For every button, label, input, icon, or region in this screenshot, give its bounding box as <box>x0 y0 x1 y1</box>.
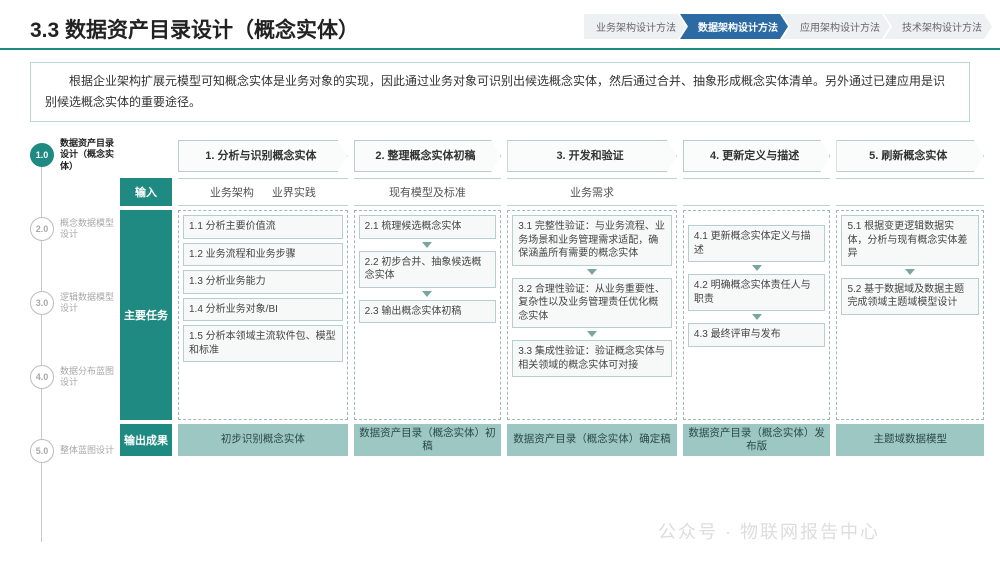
stage-columns: 1. 分析与识别概念实体 业务架构 业界实践 1.1 分析主要价值流 1.2 业… <box>178 140 984 552</box>
breadcrumb-chevrons: 业务架构设计方法 数据架构设计方法 应用架构设计方法 技术架构设计方法 <box>590 14 992 39</box>
crumb-tech[interactable]: 技术架构设计方法 <box>884 14 992 39</box>
row-label-column: 输入 主要任务 输出成果 <box>120 178 172 552</box>
input-value: 业务架构 <box>210 184 254 200</box>
arrow-down-icon <box>422 242 432 248</box>
intro-paragraph: 根据企业架构扩展元模型可知概念实体是业务对象的实现，因此通过业务对象可识别出候选… <box>30 62 970 122</box>
task-box: 1.2 业务流程和业务步骤 <box>183 243 343 267</box>
stage-1-output: 初步识别概念实体 <box>178 424 348 456</box>
task-box: 4.2 明确概念实体责任人与职责 <box>688 274 826 311</box>
task-box: 1.5 分析本领域主流软件包、模型和标准 <box>183 325 343 362</box>
page-title: 3.3 数据资产目录设计（概念实体） <box>30 14 359 44</box>
timeline-item-1[interactable]: 1.0 数据资产目录设计（概念实体） <box>30 140 120 170</box>
stage-2-tasks: 2.1 梳理候选概念实体 2.2 初步合并、抽象候选概念实体 2.3 输出概念实… <box>354 210 502 420</box>
timeline-label: 数据资产目录设计（概念实体） <box>60 138 115 172</box>
stage-1: 1. 分析与识别概念实体 业务架构 业界实践 1.1 分析主要价值流 1.2 业… <box>178 140 348 552</box>
stage-4-inputs <box>683 178 831 206</box>
stage-1-inputs: 业务架构 业界实践 <box>178 178 348 206</box>
stage-5-inputs <box>836 178 984 206</box>
task-box: 2.1 梳理候选概念实体 <box>359 215 497 239</box>
timeline-label: 逻辑数据模型设计 <box>60 292 115 315</box>
task-box: 1.4 分析业务对象/BI <box>183 298 343 322</box>
timeline-label: 整体蓝图设计 <box>60 445 115 456</box>
task-box: 3.3 集成性验证：验证概念实体与相关领域的概念实体可对接 <box>512 340 672 377</box>
stage-2-inputs: 现有模型及标准 <box>354 178 502 206</box>
input-value: 业界实践 <box>272 184 316 200</box>
row-label-tasks: 主要任务 <box>120 210 172 420</box>
task-box: 2.2 初步合并、抽象候选概念实体 <box>359 251 497 288</box>
arrow-down-icon <box>752 314 762 320</box>
stage-3: 3. 开发和验证 业务需求 3.1 完整性验证：与业务流程、业务场景和业务管理需… <box>507 140 677 552</box>
timeline-item-2[interactable]: 2.0 概念数据模型设计 <box>30 214 120 244</box>
arrow-down-icon <box>587 331 597 337</box>
stage-2-output: 数据资产目录（概念实体）初稿 <box>354 424 502 456</box>
crumb-data[interactable]: 数据架构设计方法 <box>680 14 788 39</box>
timeline-dot: 5.0 <box>30 439 54 463</box>
timeline-dot: 3.0 <box>30 291 54 315</box>
row-label-input: 输入 <box>120 178 172 206</box>
task-box: 5.2 基于数据域及数据主题完成领域主题域模型设计 <box>841 278 979 315</box>
section-timeline: 1.0 数据资产目录设计（概念实体） 2.0 概念数据模型设计 3.0 逻辑数据… <box>30 140 120 552</box>
timeline-label: 数据分布蓝图设计 <box>60 366 115 389</box>
stage-2: 2. 整理概念实体初稿 现有模型及标准 2.1 梳理候选概念实体 2.2 初步合… <box>354 140 502 552</box>
row-label-output: 输出成果 <box>120 424 172 456</box>
timeline-item-5[interactable]: 5.0 整体蓝图设计 <box>30 436 120 466</box>
input-value: 业务需求 <box>570 184 614 200</box>
task-box: 4.1 更新概念实体定义与描述 <box>688 225 826 262</box>
stage-4-header: 4. 更新定义与描述 <box>683 140 831 172</box>
timeline-dot: 2.0 <box>30 217 54 241</box>
stage-5: 5. 刷新概念实体 5.1 根据变更逻辑数据实体，分析与现有概念实体差异 5.2… <box>836 140 984 552</box>
stage-5-header: 5. 刷新概念实体 <box>836 140 984 172</box>
task-box: 3.1 完整性验证：与业务流程、业务场景和业务管理需求适配，确保涵盖所有需要的概… <box>512 215 672 266</box>
stage-4-tasks: 4.1 更新概念实体定义与描述 4.2 明确概念实体责任人与职责 4.3 最终评… <box>683 210 831 420</box>
stage-5-output: 主题域数据模型 <box>836 424 984 456</box>
arrow-down-icon <box>422 291 432 297</box>
crumb-business[interactable]: 业务架构设计方法 <box>584 14 686 39</box>
crumb-app[interactable]: 应用架构设计方法 <box>782 14 890 39</box>
stage-4-output: 数据资产目录（概念实体）发布版 <box>683 424 831 456</box>
task-box: 4.3 最终评审与发布 <box>688 323 826 347</box>
timeline-item-3[interactable]: 3.0 逻辑数据模型设计 <box>30 288 120 318</box>
arrow-down-icon <box>905 269 915 275</box>
task-box: 1.3 分析业务能力 <box>183 270 343 294</box>
stage-1-header: 1. 分析与识别概念实体 <box>178 140 348 172</box>
task-box: 1.1 分析主要价值流 <box>183 215 343 239</box>
stage-1-tasks: 1.1 分析主要价值流 1.2 业务流程和业务步骤 1.3 分析业务能力 1.4… <box>178 210 348 420</box>
timeline-dot: 1.0 <box>30 143 54 167</box>
task-box: 2.3 输出概念实体初稿 <box>359 300 497 324</box>
input-value: 现有模型及标准 <box>389 184 466 200</box>
stage-5-tasks: 5.1 根据变更逻辑数据实体，分析与现有概念实体差异 5.2 基于数据域及数据主… <box>836 210 984 420</box>
arrow-down-icon <box>752 265 762 271</box>
stage-3-output: 数据资产目录（概念实体）确定稿 <box>507 424 677 456</box>
header-divider <box>0 48 1000 50</box>
stage-2-header: 2. 整理概念实体初稿 <box>354 140 502 172</box>
stage-3-inputs: 业务需求 <box>507 178 677 206</box>
timeline-item-4[interactable]: 4.0 数据分布蓝图设计 <box>30 362 120 392</box>
timeline-label: 概念数据模型设计 <box>60 218 115 241</box>
timeline-dot: 4.0 <box>30 365 54 389</box>
stage-3-header: 3. 开发和验证 <box>507 140 677 172</box>
task-box: 5.1 根据变更逻辑数据实体，分析与现有概念实体差异 <box>841 215 979 266</box>
task-box: 3.2 合理性验证：从业务重要性、复杂性以及业务管理责任优化概念实体 <box>512 278 672 329</box>
stage-4: 4. 更新定义与描述 4.1 更新概念实体定义与描述 4.2 明确概念实体责任人… <box>683 140 831 552</box>
arrow-down-icon <box>587 269 597 275</box>
stage-3-tasks: 3.1 完整性验证：与业务流程、业务场景和业务管理需求适配，确保涵盖所有需要的概… <box>507 210 677 420</box>
